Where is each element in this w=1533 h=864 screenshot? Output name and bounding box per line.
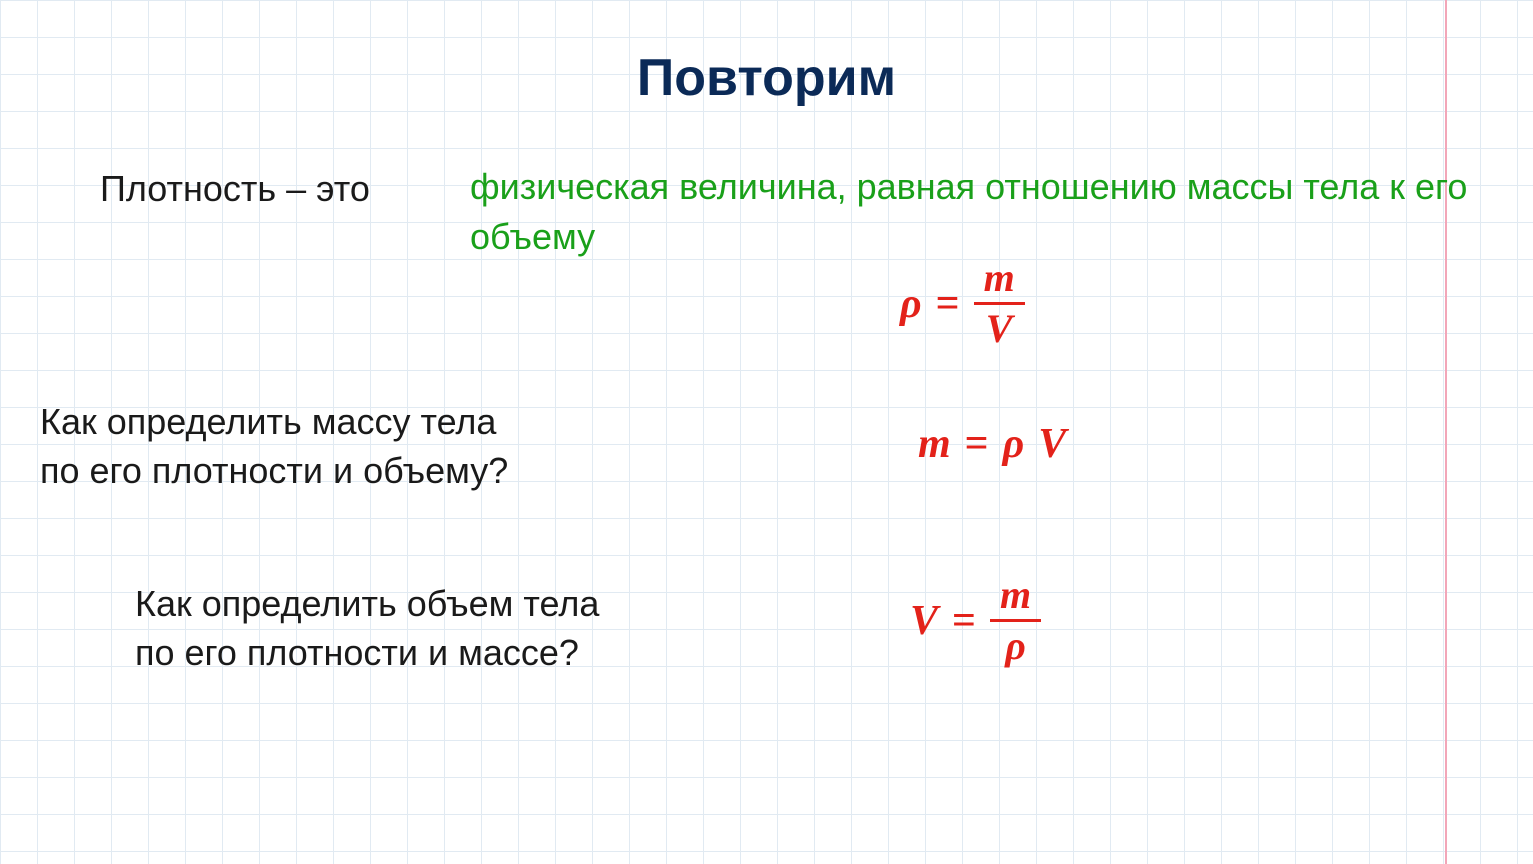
formula-mass: m = ρV <box>918 420 1066 468</box>
page-title: Повторим <box>0 48 1533 108</box>
question-mass: Как определить массу тела по его плотнос… <box>40 398 508 495</box>
symbol-rho: ρ <box>1003 420 1025 468</box>
density-definition-answer: физическая величина, равная отношению ма… <box>470 162 1470 263</box>
symbol-v: V <box>1038 420 1066 468</box>
numerator-m: m <box>990 575 1041 615</box>
symbol-v: V <box>910 597 938 645</box>
equals-sign: = <box>965 420 989 468</box>
symbol-rho: ρ <box>900 280 922 328</box>
question-volume-line1: Как определить объем тела <box>135 580 599 629</box>
formula-volume: V = m ρ <box>910 575 1041 666</box>
denominator-rho: ρ <box>995 626 1036 666</box>
question-volume-line2: по его плотности и массе? <box>135 629 599 678</box>
numerator-m: m <box>974 258 1025 298</box>
fraction-bar <box>974 302 1025 305</box>
question-mass-line1: Как определить массу тела <box>40 398 508 447</box>
denominator-v: V <box>976 309 1023 349</box>
question-mass-line2: по его плотности и объему? <box>40 447 508 496</box>
density-definition-label: Плотность – это <box>100 168 370 210</box>
formula-density: ρ = m V <box>900 258 1025 349</box>
symbol-m: m <box>918 420 951 468</box>
fraction-bar <box>990 619 1041 622</box>
equals-sign: = <box>936 280 960 328</box>
question-volume: Как определить объем тела по его плотнос… <box>135 580 599 677</box>
slide-content: Повторим Плотность – это физическая вели… <box>0 0 1533 864</box>
fraction-m-over-rho: m ρ <box>990 575 1041 666</box>
fraction-m-over-v: m V <box>974 258 1025 349</box>
equals-sign: = <box>952 597 976 645</box>
